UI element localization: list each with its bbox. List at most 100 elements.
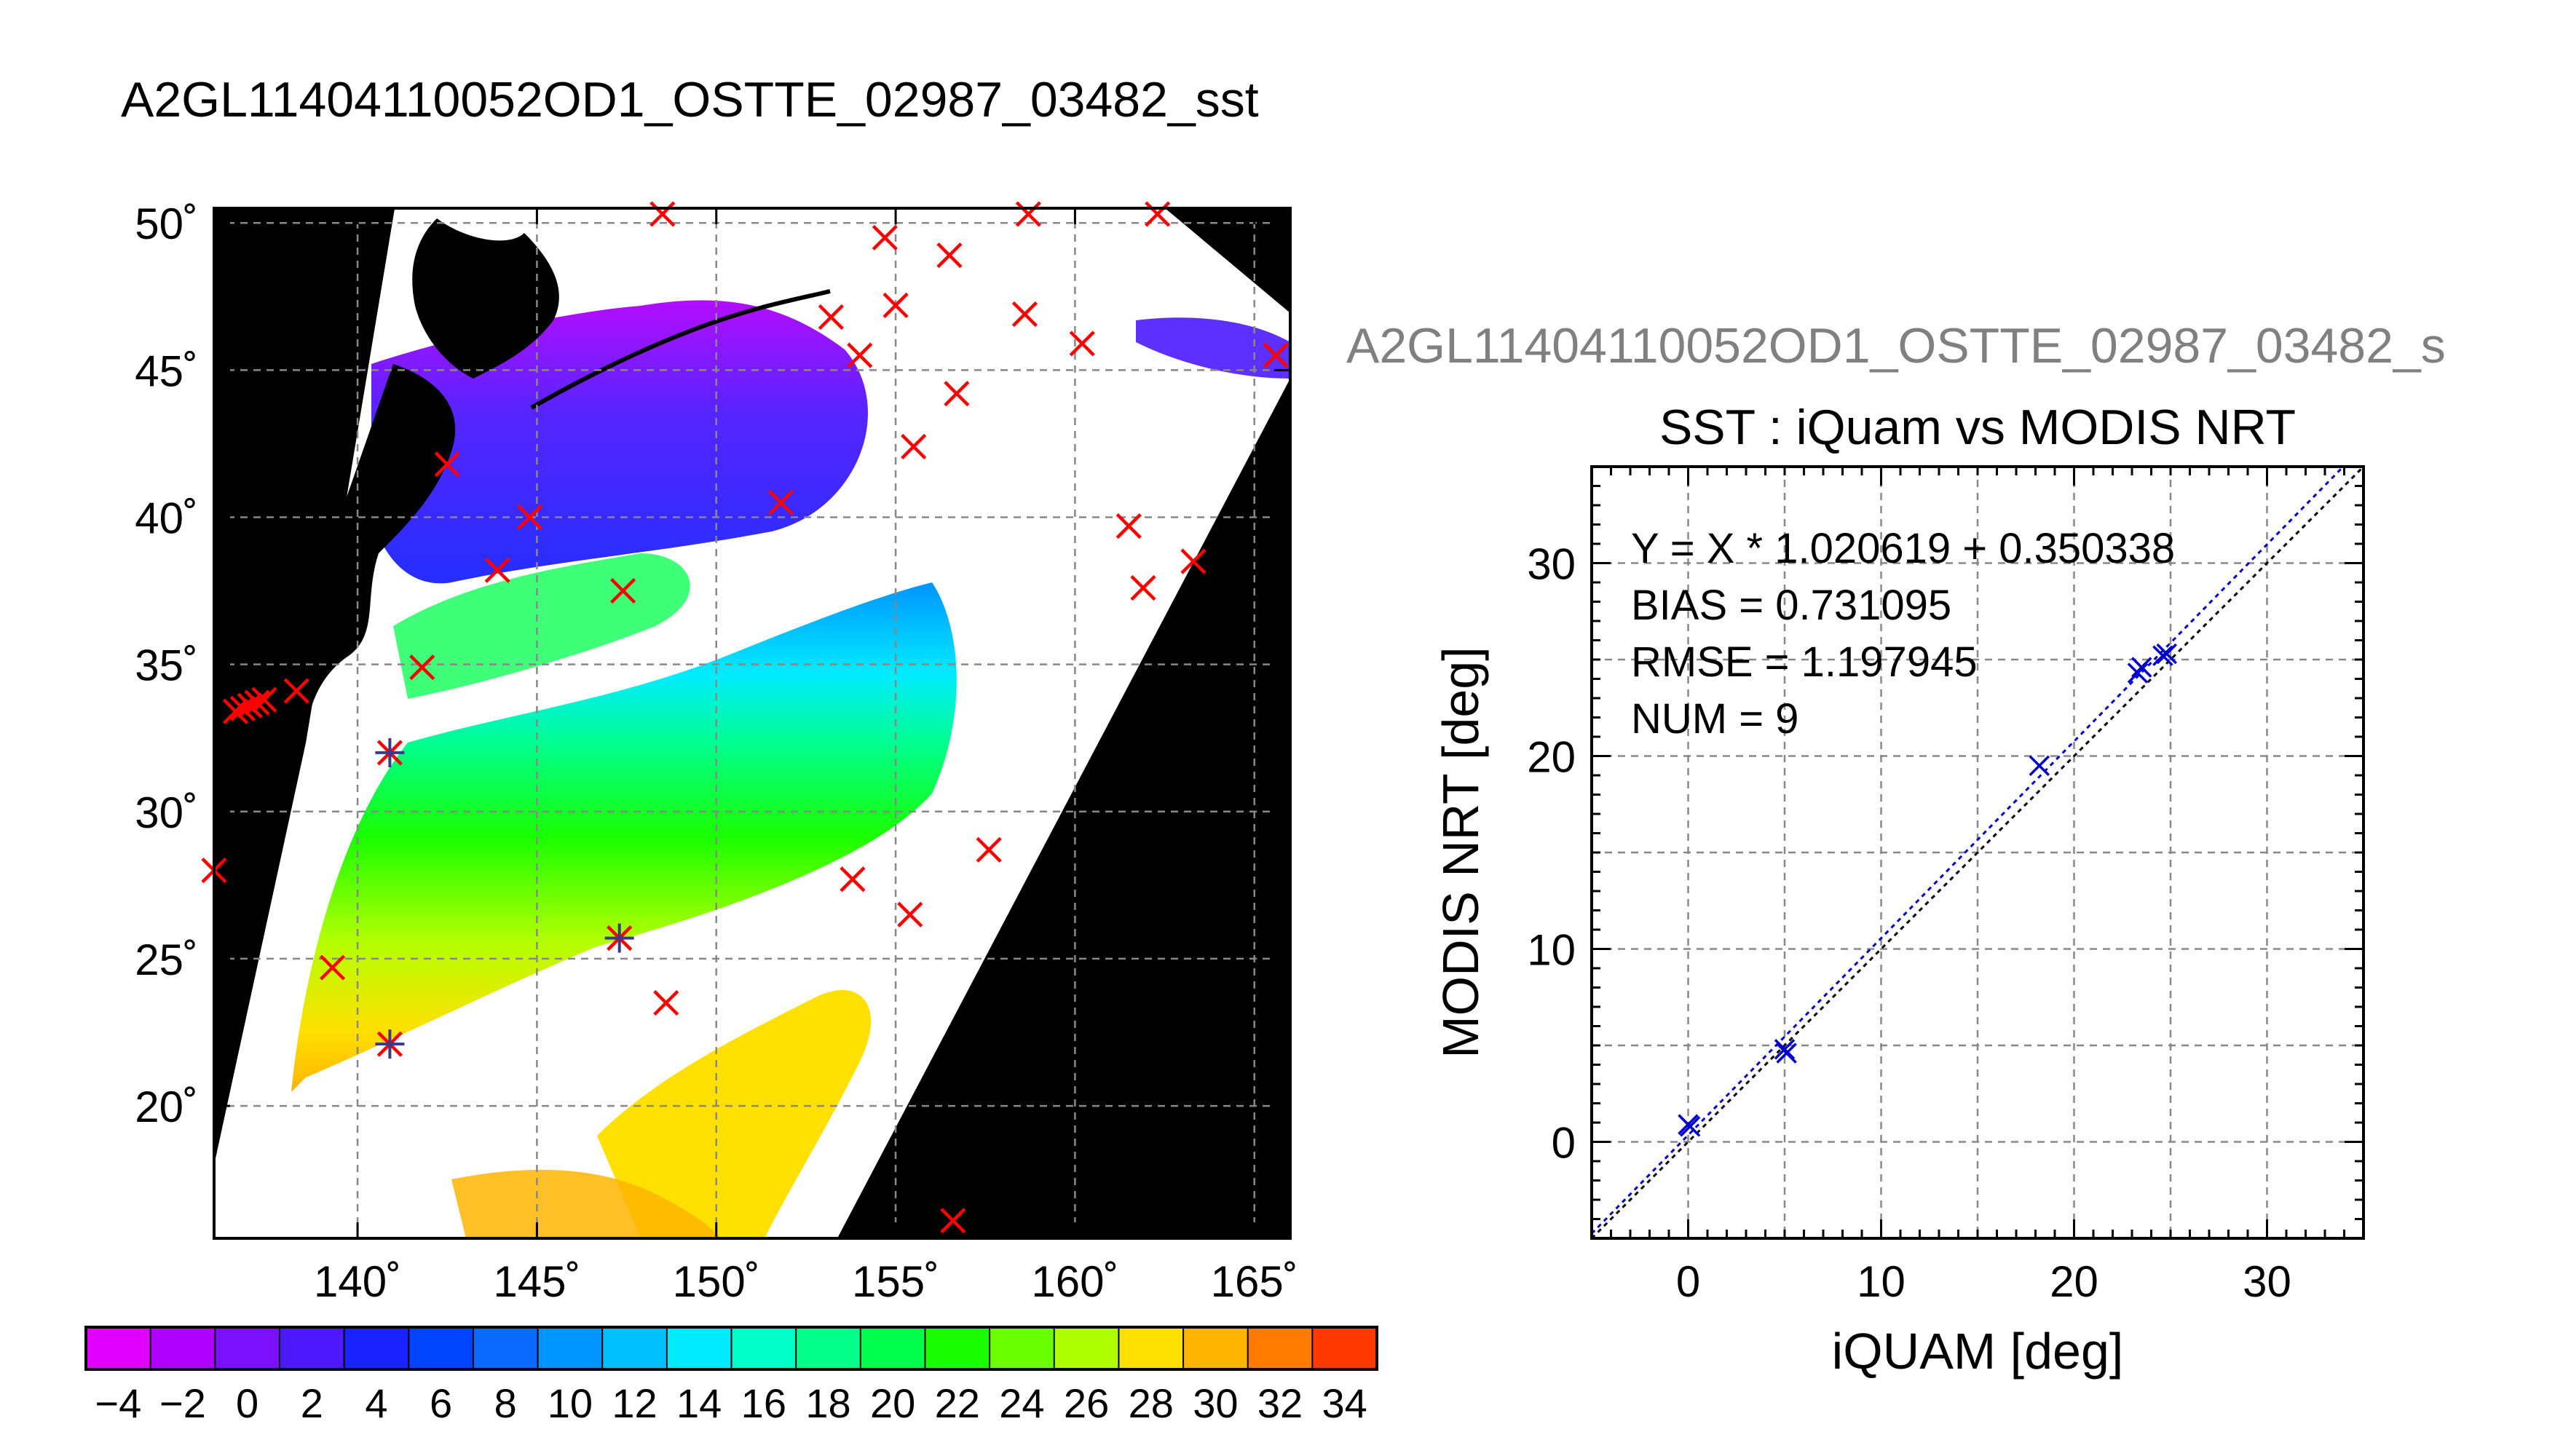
colorbar-cells <box>85 1327 1378 1369</box>
sst-warm-south <box>597 990 872 1238</box>
scatter-point <box>2029 755 2050 776</box>
colorbar-cell <box>860 1327 925 1369</box>
scatter-point <box>1776 1042 1797 1064</box>
scatter-y-tick-labels: 0 10 20 30 <box>1527 540 1576 1168</box>
longitude-label: 150˚ <box>673 1257 760 1306</box>
match-point <box>610 577 636 604</box>
match-point <box>1130 574 1156 601</box>
colorbar: −4 −2 0 2 4 6 8 10 12 14 16 18 20 22 24 26 28 30 32 34 <box>84 1326 1378 1426</box>
match-point <box>1180 548 1207 574</box>
colorbar-label: 14 <box>676 1380 722 1426</box>
match-point <box>516 504 543 531</box>
sst-orange-south <box>451 1169 721 1238</box>
colorbar-cell <box>990 1327 1055 1369</box>
latitude-label: 35˚ <box>135 641 198 690</box>
colorbar-cell <box>925 1327 990 1369</box>
colorbar-label: 16 <box>741 1380 786 1426</box>
land-kurils <box>530 289 831 410</box>
match-point <box>840 866 866 893</box>
match-point <box>251 687 277 713</box>
longitude-labels: 140˚ 145˚ 150˚ 155˚ 160˚ 165˚ <box>314 1257 1298 1306</box>
match-point <box>897 901 923 927</box>
scatter-y-tick-label: 10 <box>1527 926 1576 975</box>
used-point-star <box>375 737 405 767</box>
match-point <box>901 433 927 460</box>
longitude-label: 140˚ <box>314 1257 401 1306</box>
sst-map: 50˚ 45˚ 40˚ 35˚ 30˚ 25˚ 20˚ 140˚ 145˚ 150˚ 155˚ 16… <box>135 199 1298 1306</box>
scatter-y-tick-label: 20 <box>1527 733 1576 782</box>
bias-stat: BIAS = 0.731095 <box>1631 582 1951 629</box>
map-ticks <box>214 208 1290 1238</box>
map-match-points <box>201 201 1289 1234</box>
match-point <box>222 698 249 724</box>
scatter-x-tick-label: 20 <box>2050 1257 2098 1306</box>
match-point <box>283 678 309 704</box>
scatter-point <box>2152 645 2173 666</box>
scatter-y-tick-label: 30 <box>1527 540 1576 589</box>
colorbar-label: 6 <box>430 1380 452 1426</box>
scatter-point <box>1679 1116 1701 1137</box>
colorbar-cell <box>1054 1327 1119 1369</box>
colorbar-cell <box>215 1327 280 1369</box>
colorbar-frame <box>84 1326 1378 1371</box>
match-point <box>1145 201 1171 227</box>
colorbar-label: 22 <box>935 1380 980 1426</box>
match-point <box>944 381 970 407</box>
colorbar-label: 2 <box>301 1380 323 1426</box>
latitude-label: 25˚ <box>135 935 198 984</box>
fit-equation: Y = X * 1.020619 + 0.350338 <box>1631 525 2175 572</box>
colorbar-cell <box>796 1327 861 1369</box>
scatter-points <box>1678 643 2177 1137</box>
scatter-frame <box>1590 465 2365 1240</box>
map-frame <box>213 207 1292 1240</box>
scatter-y-tick-label: 0 <box>1552 1119 1576 1168</box>
match-point <box>649 201 676 227</box>
match-point <box>847 342 873 368</box>
colorbar-cell <box>602 1327 668 1369</box>
scatter-y-axis-label: MODIS NRT [deg] <box>1432 646 1489 1058</box>
match-point <box>1011 301 1038 328</box>
match-point <box>1263 342 1289 368</box>
page-title: A2GL11404110052OD1_OSTTE_02987_03482_sst <box>121 72 1259 127</box>
colorbar-label: 0 <box>236 1380 258 1426</box>
colorbar-label: 8 <box>494 1380 517 1426</box>
colorbar-cell <box>473 1327 539 1369</box>
colorbar-label: 30 <box>1193 1380 1238 1426</box>
colorbar-label: 26 <box>1064 1380 1109 1426</box>
colorbar-cell <box>279 1327 345 1369</box>
latitude-label: 45˚ <box>135 347 198 395</box>
land-japan <box>293 364 456 728</box>
match-point <box>1115 513 1142 539</box>
colorbar-label: 12 <box>612 1380 657 1426</box>
match-point <box>409 654 435 681</box>
match-point <box>940 1208 966 1234</box>
match-point <box>319 954 346 981</box>
scatter-x-tick-labels: 0 10 20 30 <box>1676 1257 2291 1306</box>
identity-line <box>1592 467 2364 1238</box>
colorbar-cell <box>344 1327 409 1369</box>
scatter-x-tick-label: 0 <box>1676 1257 1700 1306</box>
scatter-subtitle: A2GL11404110052OD1_OSTTE_02987_03482_s <box>1346 318 2446 373</box>
match-point <box>244 689 270 716</box>
latitude-label: 50˚ <box>135 199 198 248</box>
match-point <box>882 292 909 319</box>
colorbar-cell <box>408 1327 474 1369</box>
swath <box>214 208 1290 1238</box>
sst-warm-band <box>291 582 957 1092</box>
colorbar-cell <box>537 1327 603 1369</box>
colorbar-label: 34 <box>1322 1380 1367 1426</box>
match-point <box>1015 201 1041 227</box>
sst-green-mid <box>393 553 690 699</box>
latitude-label: 30˚ <box>135 788 198 837</box>
colorbar-cell <box>731 1327 797 1369</box>
scatter-point <box>2127 662 2149 684</box>
scatter-x-tick-label: 30 <box>2243 1257 2291 1306</box>
colorbar-cell <box>1312 1327 1378 1369</box>
latitude-labels: 50˚ 45˚ 40˚ 35˚ 30˚ 25˚ 20˚ <box>135 199 198 1131</box>
match-point <box>434 451 460 478</box>
scatter-plot: 0 10 20 30 0 10 20 30 Y = X * 1.020619 + 0.350… <box>1432 465 2365 1380</box>
colorbar-label: 20 <box>870 1380 915 1426</box>
colorbar-label: 4 <box>365 1380 387 1426</box>
land-hokkaido <box>412 218 559 379</box>
latitude-label: 20˚ <box>135 1083 198 1131</box>
